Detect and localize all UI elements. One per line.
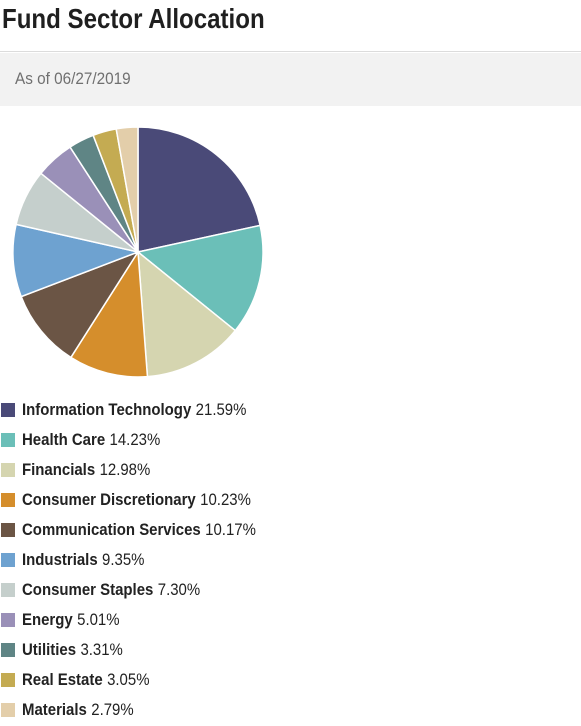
legend-value: 2.79% [91, 700, 134, 719]
pie-slice-information-technology [137, 126, 262, 253]
legend-item-consumer-staples: Consumer Staples 7.30% [0, 575, 288, 605]
legend-swatch [1, 613, 15, 627]
legend-value: 7.30% [157, 580, 201, 599]
legend-text: Consumer Discretionary 10.23% [22, 490, 251, 510]
legend-label: Financials [22, 460, 96, 479]
legend-item-information-technology: Information Technology 21.59% [0, 395, 288, 425]
legend-text: Industrials 9.35% [22, 550, 144, 570]
pie-slice-communication-services [20, 250, 140, 359]
legend-item-industrials: Industrials 9.35% [0, 545, 288, 575]
page-title: Fund Sector Allocation [2, 3, 265, 34]
legend-value: 14.23% [109, 430, 161, 449]
legend-item-utilities: Utilities 3.31% [0, 635, 288, 665]
legend-value: 3.05% [107, 670, 150, 689]
legend-swatch [1, 703, 15, 717]
legend-label: Consumer Staples [22, 580, 154, 599]
legend-swatch [1, 553, 15, 567]
legend-swatch [1, 523, 15, 537]
legend-swatch [1, 493, 15, 507]
legend-swatch [1, 643, 15, 657]
legend-text: Real Estate 3.05% [22, 670, 149, 690]
legend-item-consumer-discretionary: Consumer Discretionary 10.23% [0, 485, 288, 515]
legend-label: Industrials [22, 550, 98, 569]
legend-value: 10.23% [200, 490, 251, 509]
legend-swatch [1, 433, 15, 447]
legend-text: Energy 5.01% [22, 610, 120, 630]
sector-legend: Information Technology 21.59% Health Care 1… [0, 395, 288, 725]
sector-pie-chart [12, 126, 264, 378]
legend-text: Utilities 3.31% [22, 640, 123, 660]
legend-label: Communication Services [22, 520, 201, 539]
legend-item-health-care: Health Care 14.23% [0, 425, 288, 455]
legend-item-financials: Financials 12.98% [0, 455, 288, 485]
pie-slice-materials [115, 126, 139, 253]
legend-value: 21.59% [195, 400, 247, 419]
legend-label: Energy [22, 610, 73, 629]
legend-value: 9.35% [102, 550, 145, 569]
legend-label: Utilities [22, 640, 77, 659]
pie-slice-health-care [136, 224, 264, 332]
legend-text: Materials 2.79% [22, 700, 134, 720]
legend-swatch [1, 403, 15, 417]
legend-item-communication-services: Communication Services 10.17% [0, 515, 288, 545]
legend-label: Information Technology [22, 400, 192, 419]
as-of-bar: As of 06/27/2019 [0, 53, 581, 106]
legend-swatch [1, 673, 15, 687]
pie-slice-financials [137, 250, 237, 378]
legend-label: Health Care [22, 430, 106, 449]
title-divider [0, 51, 581, 52]
legend-item-energy: Energy 5.01% [0, 605, 288, 635]
legend-text: Health Care 14.23% [22, 430, 160, 450]
legend-text: Communication Services 10.17% [22, 520, 256, 540]
legend-label: Consumer Discretionary [22, 490, 196, 509]
legend-value: 3.31% [80, 640, 123, 659]
legend-swatch [1, 463, 15, 477]
legend-label: Real Estate [22, 670, 103, 689]
legend-label: Materials [22, 700, 87, 719]
legend-value: 5.01% [77, 610, 120, 629]
legend-text: Information Technology 21.59% [22, 400, 246, 420]
legend-value: 10.17% [205, 520, 256, 539]
legend-text: Financials 12.98% [22, 460, 150, 480]
legend-value: 12.98% [99, 460, 151, 479]
as-of-date: As of 06/27/2019 [15, 69, 131, 88]
legend-swatch [1, 583, 15, 597]
legend-item-real-estate: Real Estate 3.05% [0, 665, 288, 695]
legend-text: Consumer Staples 7.30% [22, 580, 200, 600]
pie-slice-consumer-discretionary [69, 249, 149, 378]
legend-item-materials: Materials 2.79% [0, 695, 288, 725]
